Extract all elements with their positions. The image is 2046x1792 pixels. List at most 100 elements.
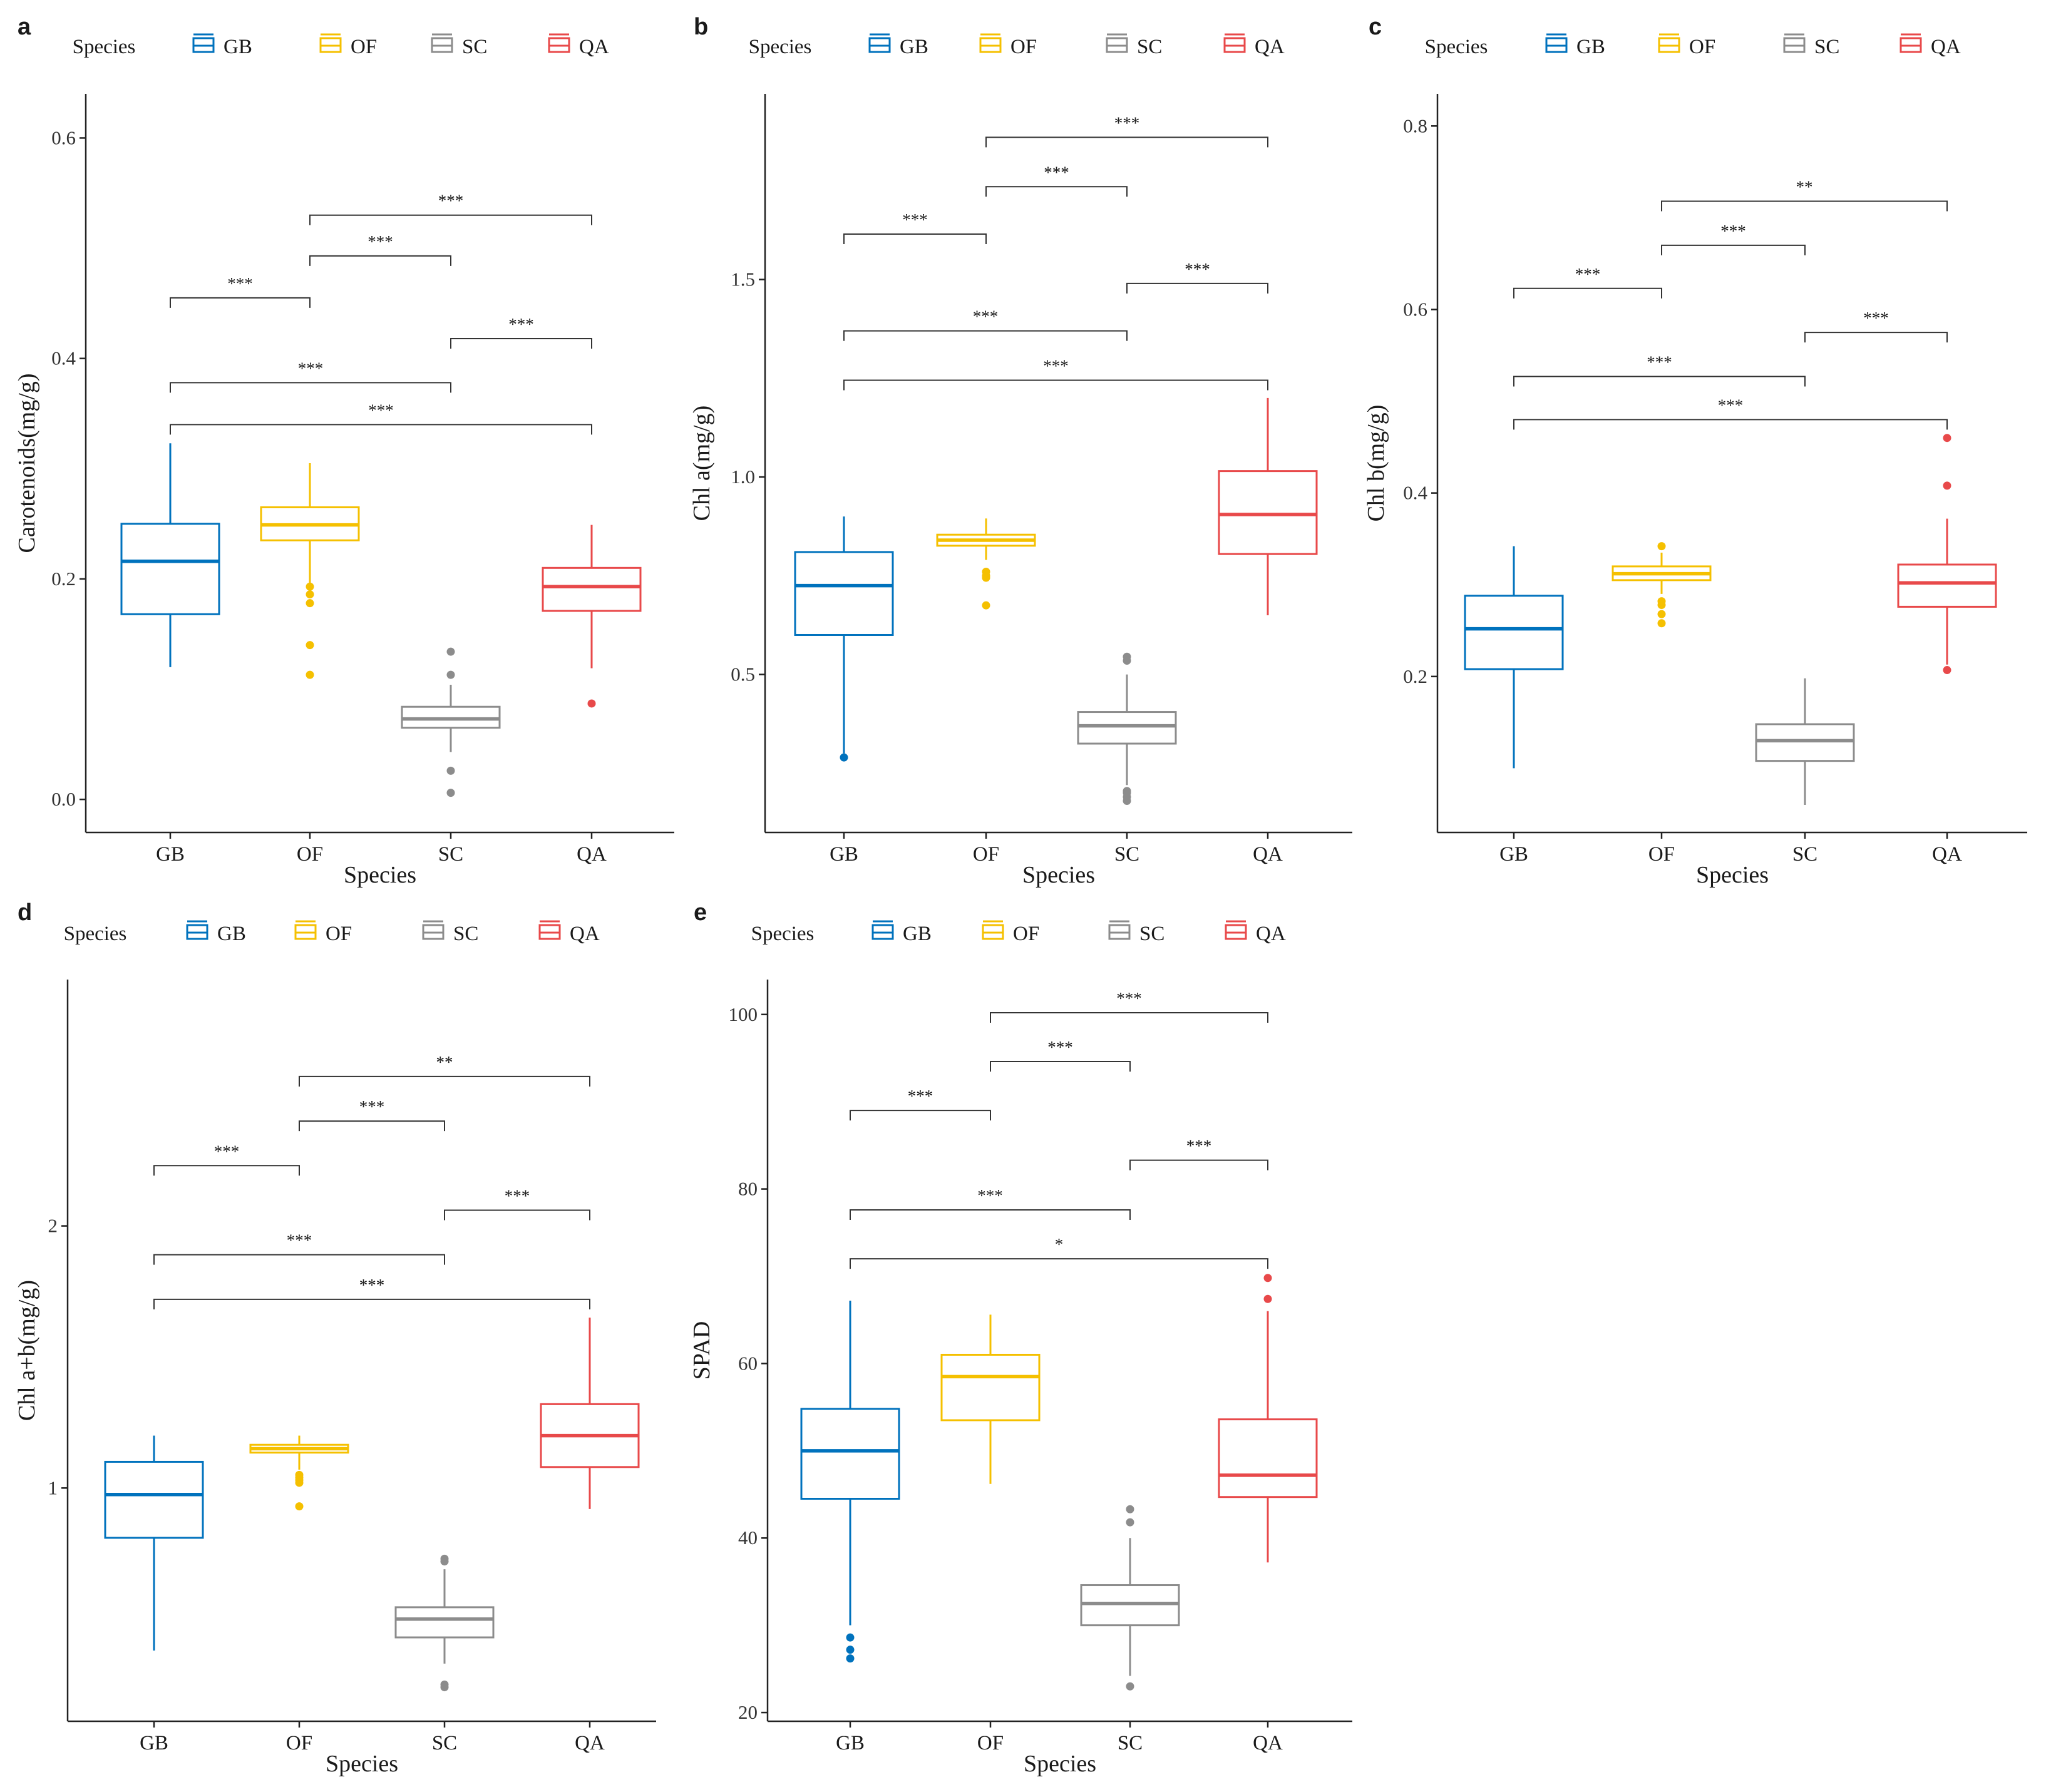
x-tick-label-qa: QA (577, 843, 607, 866)
bracket-line (843, 379, 1268, 391)
x-tick-label-of: OF (977, 1732, 1004, 1754)
bracket-line (309, 214, 592, 225)
significance-bracket: *** (1804, 309, 1948, 343)
box-qa (1897, 434, 1997, 675)
legend-label-sc: SC (1137, 36, 1162, 58)
y-tick-label: 0.2 (1403, 665, 1427, 687)
significance-label: *** (1720, 222, 1746, 240)
legend-key-of (319, 33, 342, 53)
legend-label-of: OF (351, 36, 377, 58)
x-tick-label-gb: GB (830, 843, 858, 866)
y-tick-label: 0.6 (51, 126, 76, 148)
significance-label: *** (1863, 309, 1889, 327)
significance-bracket: *** (170, 359, 451, 393)
outlier-point (1657, 600, 1666, 609)
x-tick-label-sc: SC (432, 1732, 457, 1754)
legend-key-sc (1783, 33, 1806, 53)
bracket-line (850, 1258, 1268, 1269)
y-tick-label: 0.8 (1403, 115, 1427, 136)
outlier-point (1263, 1294, 1272, 1303)
panel-letter: c (1369, 14, 1382, 40)
legend-label-sc: SC (1139, 923, 1164, 945)
outlier-point (1123, 657, 1131, 665)
x-tick-label-sc: SC (438, 843, 463, 866)
legend-label-qa: QA (579, 36, 609, 58)
bracket-line (1513, 376, 1806, 387)
legend: Species GB OF SC QA (64, 920, 600, 945)
legend-key-qa (548, 33, 570, 53)
outlier-point (982, 573, 990, 582)
significance-label: *** (359, 1276, 385, 1294)
significance-bracket: *** (1513, 396, 1948, 430)
x-tick-label-qa: QA (1932, 843, 1962, 866)
box-iqr (1080, 1584, 1180, 1627)
outlier-point (306, 599, 314, 608)
significance-bracket: *** (1513, 265, 1662, 299)
significance-bracket: *** (990, 989, 1268, 1023)
legend-label-gb: GB (903, 923, 932, 945)
x-tick-label-sc: SC (1792, 843, 1817, 866)
significance-label: *** (359, 1097, 385, 1116)
bracket-line (1513, 419, 1948, 430)
outlier-point (1263, 1274, 1272, 1283)
outlier-point (1657, 542, 1666, 551)
bracket-line (309, 255, 451, 266)
legend-label-qa: QA (1256, 923, 1286, 945)
box-iqr (104, 1460, 204, 1539)
bracket-line (170, 382, 451, 393)
legend: Species GB OF SC QA (73, 33, 609, 58)
significance-label: *** (505, 1186, 530, 1205)
x-tick-label-of: OF (1648, 843, 1675, 866)
bracket-line (153, 1254, 445, 1265)
significance-bracket: *** (299, 1097, 445, 1132)
box-gb (104, 1435, 204, 1651)
bracket-line (450, 337, 592, 349)
significance-bracket: ** (299, 1053, 590, 1087)
box-iqr (394, 1606, 495, 1639)
y-axis-label: Chl b(mg/g) (1363, 405, 1389, 522)
significance-label: *** (1114, 113, 1140, 132)
significance-label: *** (214, 1142, 240, 1160)
bracket-line (444, 1209, 590, 1221)
outlier-point (846, 1633, 855, 1642)
panel-letter: d (18, 899, 32, 926)
legend-label-of: OF (1010, 36, 1037, 58)
outlier-point (1126, 1518, 1134, 1527)
x-tick-label-qa: QA (575, 1732, 605, 1754)
y-tick-label: 0.4 (51, 347, 76, 369)
x-tick-label-of: OF (973, 843, 999, 866)
significance-label: *** (973, 307, 999, 326)
bracket-line (153, 1298, 590, 1309)
legend-key-of (979, 33, 1002, 53)
bracket-line (1661, 200, 1948, 212)
significance-bracket: *** (985, 113, 1268, 148)
box-qa (1218, 397, 1318, 615)
panel-letter: a (18, 14, 31, 40)
x-tick-label-qa: QA (1253, 1732, 1283, 1754)
significance-label: *** (1647, 352, 1672, 371)
significance-bracket: *** (1129, 1137, 1268, 1170)
outlier-point (440, 1557, 449, 1566)
outlier-point (440, 1683, 449, 1692)
significance-label: *** (977, 1186, 1003, 1205)
y-tick-label: 1.0 (731, 466, 755, 488)
x-tick-label-gb: GB (1499, 843, 1528, 866)
legend: Species GB OF SC QA (749, 33, 1285, 58)
legend-key-sc (1108, 920, 1131, 940)
outlier-point (1126, 1682, 1134, 1691)
bracket-line (299, 1120, 445, 1132)
significance-bracket: * (850, 1235, 1268, 1269)
significance-label: *** (1044, 163, 1069, 182)
outlier-point (306, 582, 314, 591)
x-tick-label-sc: SC (1114, 843, 1139, 866)
outlier-point (846, 1646, 855, 1654)
significance-bracket: *** (309, 232, 451, 266)
significance-label: *** (908, 1087, 933, 1105)
box-of (260, 463, 360, 679)
outlier-point (1943, 434, 1951, 443)
